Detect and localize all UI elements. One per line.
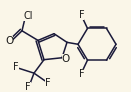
Text: Cl: Cl [23, 11, 33, 21]
Text: O: O [62, 54, 70, 64]
Text: F: F [45, 78, 51, 88]
Text: F: F [79, 10, 84, 20]
Text: O: O [5, 36, 13, 46]
Text: F: F [25, 82, 31, 92]
Text: F: F [79, 69, 84, 79]
Text: F: F [13, 62, 19, 72]
